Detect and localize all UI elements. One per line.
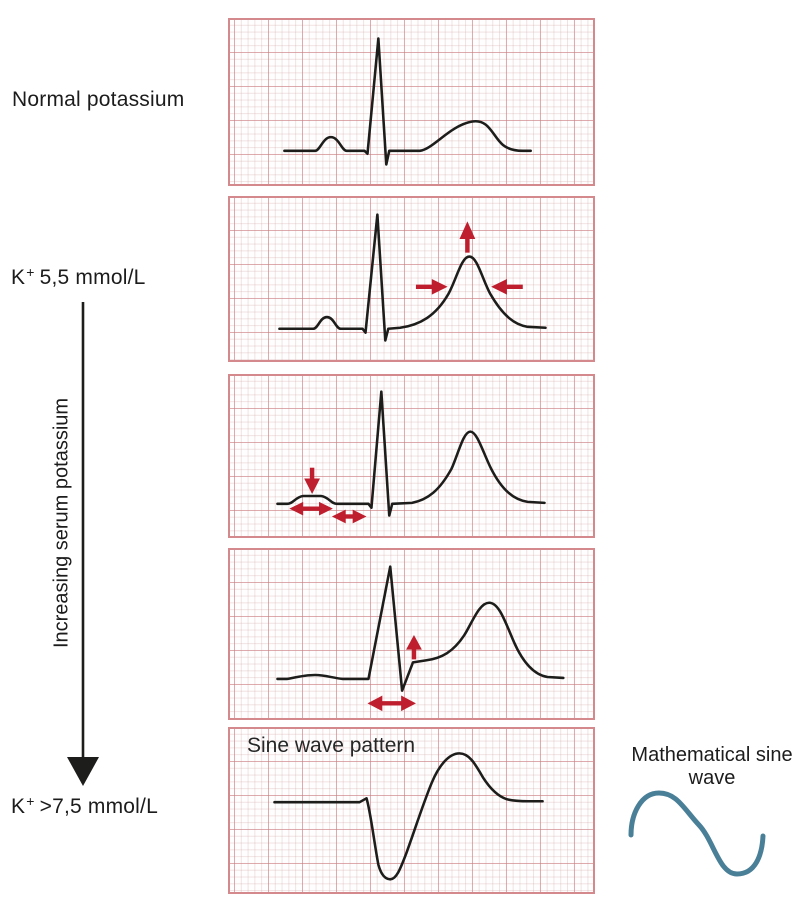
label-normal-potassium: Normal potassium bbox=[12, 88, 185, 111]
p-wave-flattening-down-arrow-icon bbox=[304, 467, 321, 495]
k-superscript-plus: + bbox=[26, 264, 35, 280]
t-wave-narrow-left-arrow-icon bbox=[491, 279, 523, 295]
ecg-strip-wide-qrs bbox=[228, 548, 595, 720]
ecg-trace-k55 bbox=[278, 213, 547, 342]
label-mathematical-sine-wave: Mathematical sine wave bbox=[631, 744, 793, 789]
t-wave-taller-up-arrow-icon bbox=[459, 221, 476, 253]
label-k-7-5-mmol: K+ >7,5 mmol/L bbox=[11, 793, 158, 819]
k-value: >7,5 mmol/L bbox=[39, 795, 158, 818]
qrs-widening-double-horizontal-arrow-icon bbox=[367, 695, 416, 712]
ecg-strip-normal bbox=[228, 18, 595, 186]
label-k-5-5-mmol: K+ 5,5 mmol/L bbox=[11, 264, 146, 290]
pr-prolongation-double-horizontal-arrow-icon bbox=[331, 509, 367, 524]
k-symbol: K bbox=[11, 266, 26, 289]
st-elevation-up-arrow-icon bbox=[406, 634, 422, 660]
ecg-trace-normal bbox=[283, 37, 532, 166]
ecg-strip-k55 bbox=[228, 196, 595, 362]
sine-wave-pattern-caption: Sine wave pattern bbox=[247, 734, 416, 757]
t-wave-narrow-right-arrow-icon bbox=[415, 279, 448, 295]
ecg-strip-flattened-p bbox=[228, 374, 595, 538]
mathematical-sine-wave-icon bbox=[628, 790, 766, 877]
ecg-strip-sine-wave: Sine wave pattern bbox=[228, 727, 595, 894]
p-wave-widening-double-horizontal-arrow-icon bbox=[289, 501, 333, 516]
k-value: 5,5 mmol/L bbox=[39, 266, 146, 289]
ecg-trace-sine-wave bbox=[273, 752, 544, 881]
k-superscript-plus: + bbox=[26, 793, 35, 809]
k-symbol: K bbox=[11, 795, 26, 818]
ecg-trace-flattened-p bbox=[276, 390, 546, 524]
increasing-potassium-down-arrow-icon bbox=[67, 302, 99, 786]
ecg-trace-wide-qrs bbox=[276, 565, 565, 712]
